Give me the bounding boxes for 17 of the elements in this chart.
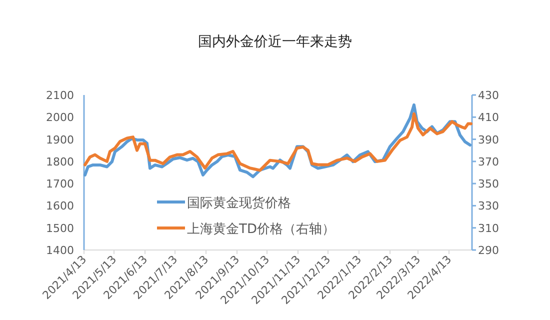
- y2-tick-label: 390: [478, 133, 499, 146]
- y-tick-label: 1700: [46, 178, 74, 191]
- y2-tick-label: 410: [478, 111, 499, 124]
- y-tick-label: 1900: [46, 133, 74, 146]
- y-tick-label: 2000: [46, 111, 74, 124]
- y-tick-label: 1600: [46, 200, 74, 213]
- y-tick-label: 1400: [46, 244, 74, 257]
- y2-tick-label: 290: [478, 244, 499, 257]
- y2-tick-label: 430: [478, 89, 499, 102]
- y2-tick-label: 350: [478, 178, 499, 191]
- title: 国内外金价近一年来走势: [198, 34, 352, 50]
- y-tick-label: 2100: [46, 89, 74, 102]
- y-tick-label: 1800: [46, 155, 74, 168]
- y2-tick-label: 370: [478, 155, 499, 168]
- y-tick-label: 1500: [46, 222, 74, 235]
- y2-tick-label: 310: [478, 222, 499, 235]
- y2-tick-label: 330: [478, 200, 499, 213]
